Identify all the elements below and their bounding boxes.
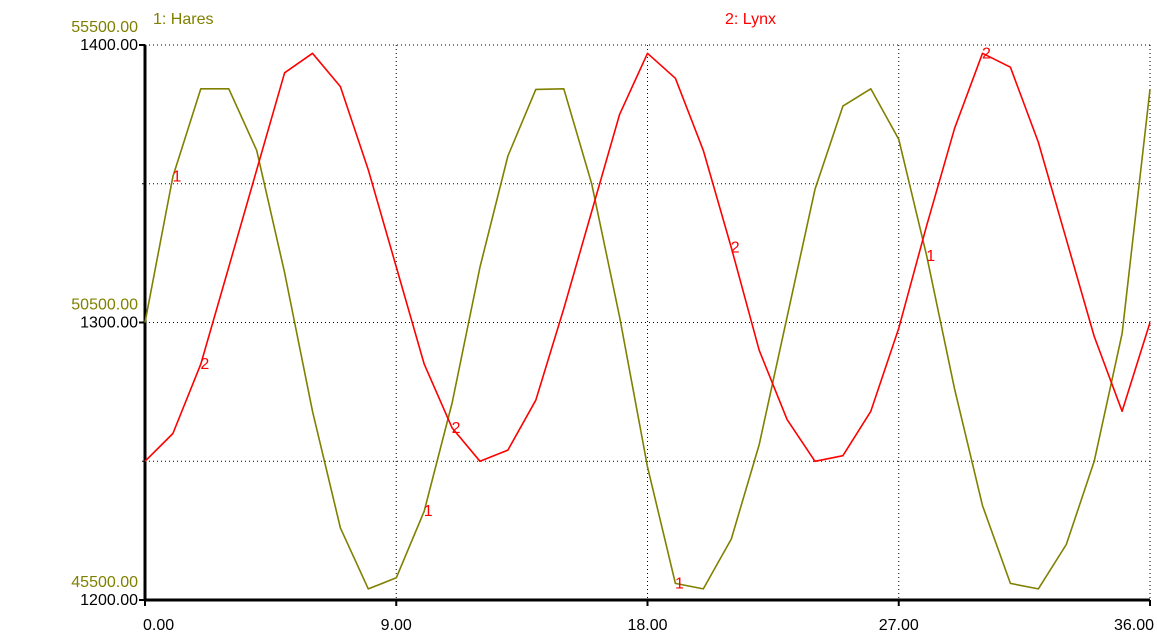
legend-item-2: 2: Lynx xyxy=(725,11,776,28)
x-tick-label: 18.00 xyxy=(627,617,667,634)
x-tick-label: 0.00 xyxy=(143,617,174,634)
y2-tick-label: 1400.00 xyxy=(80,37,138,54)
series-marker-2: 2 xyxy=(982,45,991,62)
series-marker-1: 1 xyxy=(675,575,684,592)
legend-item-1: 1: Hares xyxy=(153,11,213,28)
y1-tick-label: 55500.00 xyxy=(71,19,138,36)
series-line-1 xyxy=(144,88,1151,590)
tick-labels: 0.00 9.00 18.00 27.00 36.00 45500.00 50500.00 5… xyxy=(71,19,1154,634)
series-marker-2: 2 xyxy=(452,420,461,437)
series-marker-2: 2 xyxy=(731,240,740,257)
axes xyxy=(139,44,1151,606)
series-marker-1: 1 xyxy=(926,248,935,265)
series-marker-1: 1 xyxy=(172,169,181,186)
x-tick-label: 9.00 xyxy=(381,617,412,634)
y1-tick-label: 50500.00 xyxy=(71,297,138,314)
series-group xyxy=(144,52,1151,590)
grid-lines xyxy=(145,44,1151,600)
y2-tick-label: 1200.00 xyxy=(80,592,138,609)
x-tick-label: 27.00 xyxy=(879,617,919,634)
legend: 1: Hares 2: Lynx xyxy=(153,11,776,28)
y1-tick-label: 45500.00 xyxy=(71,574,138,591)
y2-tick-label: 1300.00 xyxy=(80,315,138,332)
series-line-2 xyxy=(144,52,1151,463)
x-tick-label: 36.00 xyxy=(1114,617,1154,634)
series-markers: 1 1 1 1 2 2 2 2 xyxy=(172,45,991,592)
series-marker-1: 1 xyxy=(424,503,433,520)
series-marker-2: 2 xyxy=(200,356,209,373)
